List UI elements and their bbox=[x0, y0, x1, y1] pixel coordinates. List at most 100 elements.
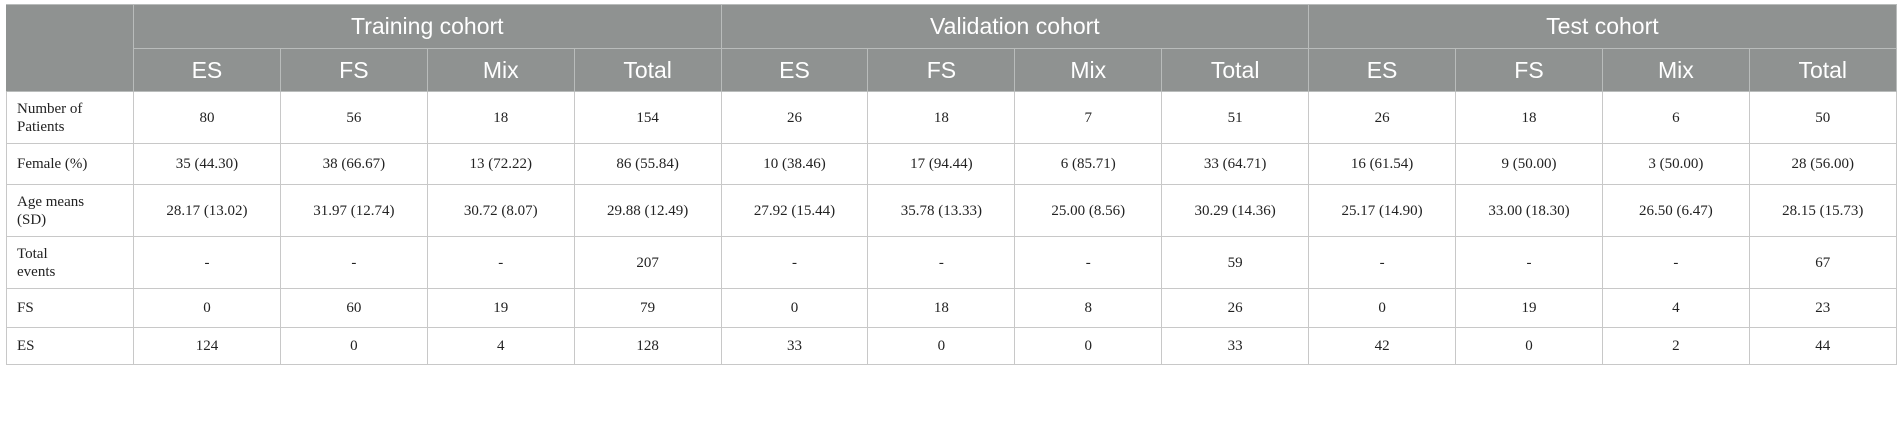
table-cell: 6 (85.71) bbox=[1014, 143, 1163, 185]
table-cell: 4 bbox=[426, 327, 575, 365]
table-cell: 50 bbox=[1748, 91, 1897, 144]
table-row: Age means (SD) 28.17 (13.02) 31.97 (12.74) 3… bbox=[6, 184, 1897, 237]
sub-header-cell: Total bbox=[1161, 48, 1310, 92]
sub-header-cell: FS bbox=[867, 48, 1016, 92]
table-cell: 28.17 (13.02) bbox=[133, 184, 281, 237]
sub-header-cell: ES bbox=[133, 48, 281, 92]
table-cell: - bbox=[1014, 236, 1163, 289]
table-cell: 16 (61.54) bbox=[1308, 143, 1457, 185]
table-cell: - bbox=[1455, 236, 1603, 289]
table-cell: 35 (44.30) bbox=[133, 143, 281, 185]
table-cell: 8 bbox=[1014, 288, 1163, 328]
row-label-line: (SD) bbox=[17, 211, 47, 228]
table-cell: 51 bbox=[1161, 91, 1310, 144]
table-cell: 33 (64.71) bbox=[1161, 143, 1310, 185]
table-cell: 19 bbox=[426, 288, 575, 328]
row-label-line: Female (%) bbox=[17, 156, 88, 172]
table-cell: 59 bbox=[1161, 236, 1310, 289]
table-cell: 86 (55.84) bbox=[573, 143, 722, 185]
table-cell: 26 bbox=[1308, 91, 1457, 144]
table-cell: 0 bbox=[1308, 288, 1457, 328]
table-cell: 42 bbox=[1308, 327, 1457, 365]
row-label: FS bbox=[6, 288, 134, 328]
table-cell: 28 (56.00) bbox=[1748, 143, 1897, 185]
cohort-table-container: Training cohort Validation cohort Test c… bbox=[6, 4, 1897, 365]
table-cell: 18 bbox=[426, 91, 575, 144]
sub-header-cell: Total bbox=[1748, 48, 1897, 92]
table-cell: 30.72 (8.07) bbox=[426, 184, 575, 237]
table-cell: 23 bbox=[1748, 288, 1897, 328]
sub-header-cell: Mix bbox=[1601, 48, 1750, 92]
table-cell: 33.00 (18.30) bbox=[1455, 184, 1603, 237]
table-cell: 19 bbox=[1455, 288, 1603, 328]
table-cell: 56 bbox=[279, 91, 428, 144]
table-cell: - bbox=[133, 236, 281, 289]
row-label: Total events bbox=[6, 236, 134, 289]
sub-header-cell: ES bbox=[1308, 48, 1457, 92]
sub-header-cell: ES bbox=[720, 48, 869, 92]
table-cell: 6 bbox=[1601, 91, 1750, 144]
table-cell: 35.78 (13.33) bbox=[867, 184, 1016, 237]
table-row: Total events - - -207- - -59- - -67 bbox=[6, 236, 1897, 289]
table-cell: 28.15 (15.73) bbox=[1748, 184, 1897, 237]
table-cell: 18 bbox=[867, 288, 1016, 328]
row-label: ES bbox=[6, 327, 134, 365]
table-cell: 25.17 (14.90) bbox=[1308, 184, 1457, 237]
header-corner-cell bbox=[6, 4, 134, 92]
group-header-row: Training cohort Validation cohort Test c… bbox=[6, 4, 1897, 92]
table-row: Female (%) 35 (44.30) 38 (66.67) 13 (72.22)… bbox=[6, 143, 1897, 185]
table-cell: 0 bbox=[133, 288, 281, 328]
table-cell: 33 bbox=[1161, 327, 1310, 365]
table-cell: 26.50 (6.47) bbox=[1601, 184, 1750, 237]
table-cell: 2 bbox=[1601, 327, 1750, 365]
row-label-line: events bbox=[17, 263, 56, 280]
table-cell: 7 bbox=[1014, 91, 1163, 144]
table-header: Training cohort Validation cohort Test c… bbox=[6, 4, 1897, 92]
table-cell: - bbox=[867, 236, 1016, 289]
sub-header-cell: Total bbox=[573, 48, 722, 92]
table-cell: 31.97 (12.74) bbox=[279, 184, 428, 237]
table-cell: 29.88 (12.49) bbox=[573, 184, 722, 237]
table-cell: 0 bbox=[720, 288, 869, 328]
row-label-line: ES bbox=[17, 338, 35, 354]
row-label-line: FS bbox=[17, 300, 34, 316]
row-label-line: Age means bbox=[17, 193, 85, 210]
table-cell: 25.00 (8.56) bbox=[1014, 184, 1163, 237]
table-cell: 18 bbox=[1455, 91, 1603, 144]
table-cell: 4 bbox=[1601, 288, 1750, 328]
group-header-validation: Validation cohort bbox=[720, 4, 1310, 49]
table-cell: 10 (38.46) bbox=[720, 143, 869, 185]
cohort-table: Training cohort Validation cohort Test c… bbox=[6, 4, 1897, 365]
table-cell: 9 (50.00) bbox=[1455, 143, 1603, 185]
table-cell: 30.29 (14.36) bbox=[1161, 184, 1310, 237]
table-cell: 79 bbox=[573, 288, 722, 328]
row-label: Age means (SD) bbox=[6, 184, 134, 237]
table-cell: 0 bbox=[1014, 327, 1163, 365]
table-cell: - bbox=[426, 236, 575, 289]
table-row: ES 124 0 4 128 33 0 0 33 42 0 2 44 bbox=[6, 327, 1897, 365]
row-label-line: Number of bbox=[17, 100, 83, 117]
table-cell: 0 bbox=[279, 327, 428, 365]
table-cell: 26 bbox=[1161, 288, 1310, 328]
table-cell: - bbox=[1308, 236, 1457, 289]
table-cell: 0 bbox=[1455, 327, 1603, 365]
table-row: Number of Patients 80 56 18 154 26 18 7 51 26 18 6 50 bbox=[6, 91, 1897, 144]
row-label: Female (%) bbox=[6, 143, 134, 185]
table-cell: 17 (94.44) bbox=[867, 143, 1016, 185]
table-cell: - bbox=[1601, 236, 1750, 289]
table-cell: 60 bbox=[279, 288, 428, 328]
table-cell: 128 bbox=[573, 327, 722, 365]
table-cell: 27.92 (15.44) bbox=[720, 184, 869, 237]
table-cell: 3 (50.00) bbox=[1601, 143, 1750, 185]
table-cell: 13 (72.22) bbox=[426, 143, 575, 185]
table-body: Number of Patients 80 56 18 154 26 18 7 51 26 18 6 50… bbox=[6, 91, 1897, 365]
table-cell: - bbox=[720, 236, 869, 289]
table-cell: 124 bbox=[133, 327, 281, 365]
table-cell: 18 bbox=[867, 91, 1016, 144]
table-cell: 26 bbox=[720, 91, 869, 144]
sub-header-cell: Mix bbox=[1014, 48, 1163, 92]
group-header-training: Training cohort bbox=[133, 4, 722, 49]
sub-header-cell: Mix bbox=[426, 48, 575, 92]
table-cell: 44 bbox=[1748, 327, 1897, 365]
table-cell: 154 bbox=[573, 91, 722, 144]
